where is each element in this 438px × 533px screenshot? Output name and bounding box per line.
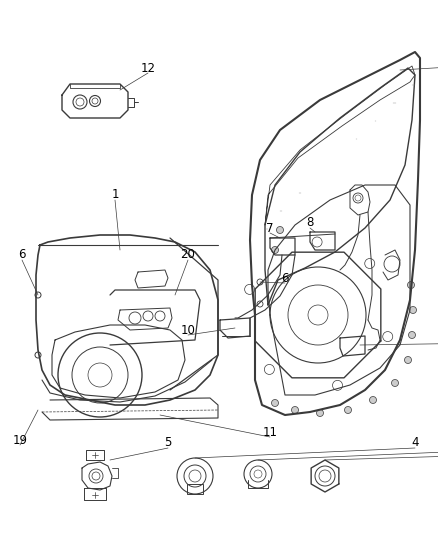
Circle shape xyxy=(272,246,279,254)
Circle shape xyxy=(410,306,417,313)
Bar xyxy=(187,484,203,494)
Text: 6: 6 xyxy=(18,248,26,262)
Circle shape xyxy=(370,397,377,403)
Text: 19: 19 xyxy=(13,433,28,447)
Circle shape xyxy=(272,400,279,407)
Text: 20: 20 xyxy=(180,248,195,262)
Text: 1: 1 xyxy=(111,189,119,201)
Text: 6: 6 xyxy=(281,271,289,285)
Circle shape xyxy=(276,227,283,233)
Circle shape xyxy=(409,332,416,338)
Circle shape xyxy=(345,407,352,414)
Text: 8: 8 xyxy=(306,216,314,230)
Circle shape xyxy=(317,409,324,416)
Text: 4: 4 xyxy=(411,437,419,449)
Circle shape xyxy=(392,379,399,386)
Text: 11: 11 xyxy=(262,425,278,439)
Text: 7: 7 xyxy=(266,222,274,235)
Circle shape xyxy=(405,357,411,364)
Text: 10: 10 xyxy=(180,324,195,336)
Circle shape xyxy=(292,407,299,414)
Circle shape xyxy=(407,281,414,288)
Text: 12: 12 xyxy=(141,61,155,75)
Text: 5: 5 xyxy=(164,437,172,449)
